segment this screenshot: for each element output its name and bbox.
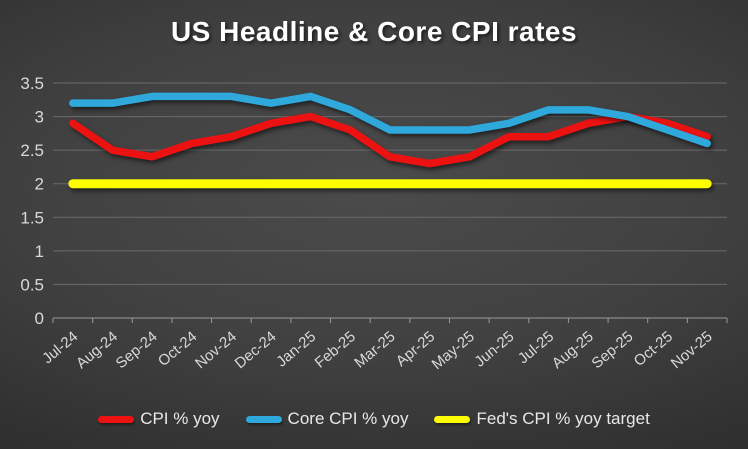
- x-axis-label: Sep-24: [113, 328, 161, 372]
- series-line-core-cpi-yoy: [69, 92, 711, 148]
- legend-swatch-core-cpi: [245, 415, 282, 423]
- legend-swatch-cpi: [98, 415, 135, 423]
- y-axis-label: 3: [35, 108, 44, 127]
- x-axis-ticks: [52, 318, 728, 323]
- x-axis-label: Nov-25: [668, 328, 716, 372]
- x-axis-label: Mar-25: [351, 328, 398, 372]
- chart-legend: CPI % yoy Core CPI % yoy Fed's CPI % yoy…: [0, 405, 748, 433]
- y-axis-label: 0: [35, 309, 44, 328]
- x-axis-label: Oct-25: [631, 328, 676, 370]
- y-axis-label: 0.5: [20, 275, 44, 294]
- x-axis-label: Aug-24: [73, 328, 121, 372]
- x-axis-label: Feb-25: [312, 328, 359, 372]
- chart-title: US Headline & Core CPI rates: [170, 16, 578, 47]
- legend-label-fed-target: Fed's CPI % yoy target: [476, 409, 650, 428]
- x-axis-labels: Jul-24Aug-24Sep-24Oct-24Nov-24Dec-24Jan-…: [39, 328, 716, 373]
- x-axis-label: Oct-24: [155, 328, 200, 370]
- legend-item-cpi: CPI % yoy: [98, 409, 220, 429]
- legend-item-fed-target: Fed's CPI % yoy target: [434, 409, 650, 429]
- legend-label-core-cpi: Core CPI % yoy: [287, 409, 409, 428]
- y-axis-label: 3.5: [20, 74, 44, 93]
- y-axis-label: 1.5: [20, 208, 44, 227]
- x-axis-label: Aug-25: [549, 328, 597, 372]
- x-axis-label: Dec-24: [232, 328, 280, 372]
- x-axis-label: Jan-25: [273, 328, 319, 371]
- legend-label-cpi: CPI % yoy: [140, 409, 220, 428]
- y-axis-label: 2.5: [20, 141, 44, 160]
- x-axis-label: Jun-25: [471, 328, 517, 371]
- y-axis-labels: 0 0.5 1 1.5 2 2.5 3 3.5: [20, 74, 44, 328]
- series-line-cpi-yoy: [69, 112, 711, 168]
- y-axis-label: 2: [35, 175, 44, 194]
- x-axis-label: Sep-25: [588, 328, 636, 372]
- y-axis-label: 1: [35, 242, 44, 261]
- x-axis-label: Nov-24: [192, 328, 240, 372]
- x-axis-label: May-25: [429, 328, 478, 373]
- legend-swatch-fed-target: [434, 415, 471, 423]
- legend-item-core-cpi: Core CPI % yoy: [245, 409, 409, 429]
